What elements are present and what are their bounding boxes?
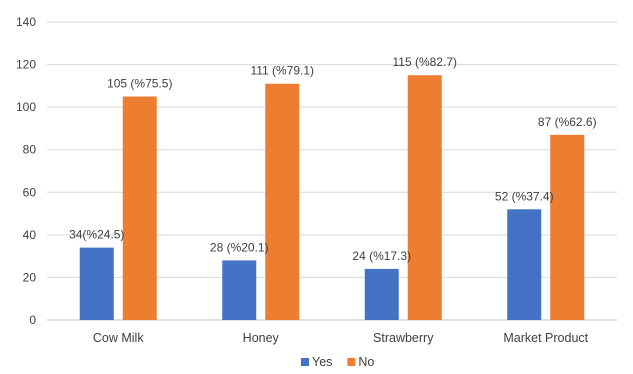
y-tick-label: 80 (23, 143, 37, 157)
legend-swatch-yes (301, 358, 309, 366)
x-category-label: Strawberry (373, 331, 434, 345)
data-label: 115 (%82.7) (393, 55, 457, 69)
data-label: 111 (%79.1) (250, 64, 314, 78)
x-category-label: Cow Milk (93, 331, 144, 345)
x-category-label: Market Product (503, 331, 588, 345)
data-label: 28 (%20.1) (210, 240, 269, 254)
data-label: 52 (%37.4) (495, 189, 554, 203)
y-tick-label: 60 (23, 185, 37, 199)
bar-yes (364, 268, 399, 320)
y-axis-ticks: 0 20 40 60 80 100 120 140 (16, 15, 36, 327)
y-tick-label: 140 (16, 15, 36, 29)
data-label: 87 (%62.6) (538, 115, 597, 129)
data-label: 105 (%75.5) (107, 77, 172, 91)
legend-swatch-no (347, 358, 356, 366)
y-tick-label: 40 (23, 228, 37, 242)
y-tick-label: 20 (23, 270, 37, 284)
data-labels: 34(%24.5) 105 (%75.5) 28 (%20.1) 111 (%79.1… (69, 55, 597, 263)
bars (79, 75, 585, 320)
bar-no (122, 96, 157, 320)
bar-no (550, 134, 585, 320)
data-label: 34(%24.5) (69, 228, 124, 242)
y-tick-label: 100 (16, 100, 36, 114)
legend-label: Yes (312, 355, 332, 369)
legend-label: No (358, 355, 374, 369)
bar-yes (222, 260, 257, 320)
bar-yes (507, 209, 542, 320)
bar-no (407, 75, 442, 320)
legend: Yes No (301, 355, 374, 369)
x-category-label: Honey (243, 331, 280, 345)
data-label: 24 (%17.3) (352, 249, 411, 263)
bar-no (265, 83, 300, 320)
bar-yes (79, 247, 114, 320)
x-axis-categories: Cow Milk Honey Strawberry Market Product (93, 331, 589, 345)
y-tick-label: 120 (16, 58, 36, 72)
y-tick-label: 0 (29, 313, 36, 327)
